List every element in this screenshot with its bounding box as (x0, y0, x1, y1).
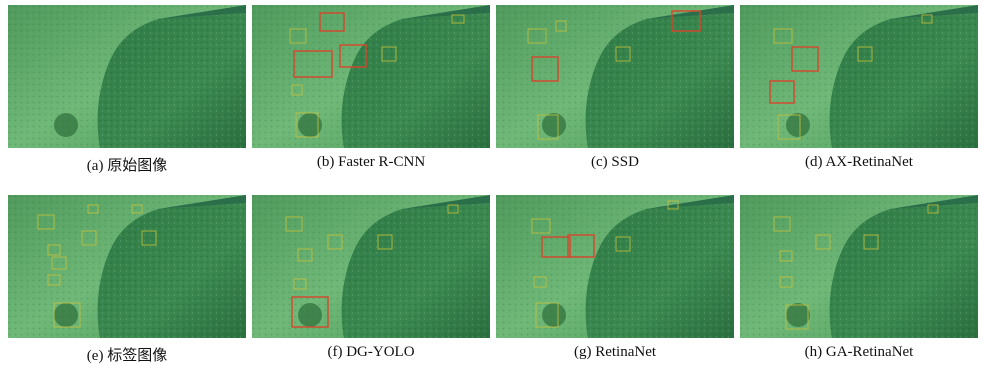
caption: (h) GA-RetinaNet (740, 344, 978, 361)
caption: (b) Faster R-CNN (252, 154, 490, 171)
caption: (e) 标签图像 (8, 344, 246, 365)
underwater-image (252, 5, 490, 148)
figure-panel: (g) RetinaNet (496, 195, 734, 361)
figure-panel: (b) Faster R-CNN (252, 5, 490, 171)
caption: (a) 原始图像 (8, 154, 246, 175)
underwater-image (496, 195, 734, 338)
underwater-image (252, 195, 490, 338)
figure-panel: (c) SSD (496, 5, 734, 171)
figure-panel: (h) GA-RetinaNet (740, 195, 978, 361)
caption: (g) RetinaNet (496, 344, 734, 361)
figure-panel: (e) 标签图像 (8, 195, 246, 365)
underwater-image (8, 195, 246, 338)
underwater-image (740, 195, 978, 338)
caption: (f) DG-YOLO (252, 344, 490, 361)
underwater-image (496, 5, 734, 148)
figure-panel: (a) 原始图像 (8, 5, 246, 175)
figure-panel: (f) DG-YOLO (252, 195, 490, 361)
caption: (d) AX-RetinaNet (740, 154, 978, 171)
figure-grid: (a) 原始图像 (b) Faster R-CNN (c) SSD (d) AX-Re… (0, 0, 983, 365)
underwater-image (740, 5, 978, 148)
caption: (c) SSD (496, 154, 734, 171)
figure-panel: (d) AX-RetinaNet (740, 5, 978, 171)
underwater-image (8, 5, 246, 148)
